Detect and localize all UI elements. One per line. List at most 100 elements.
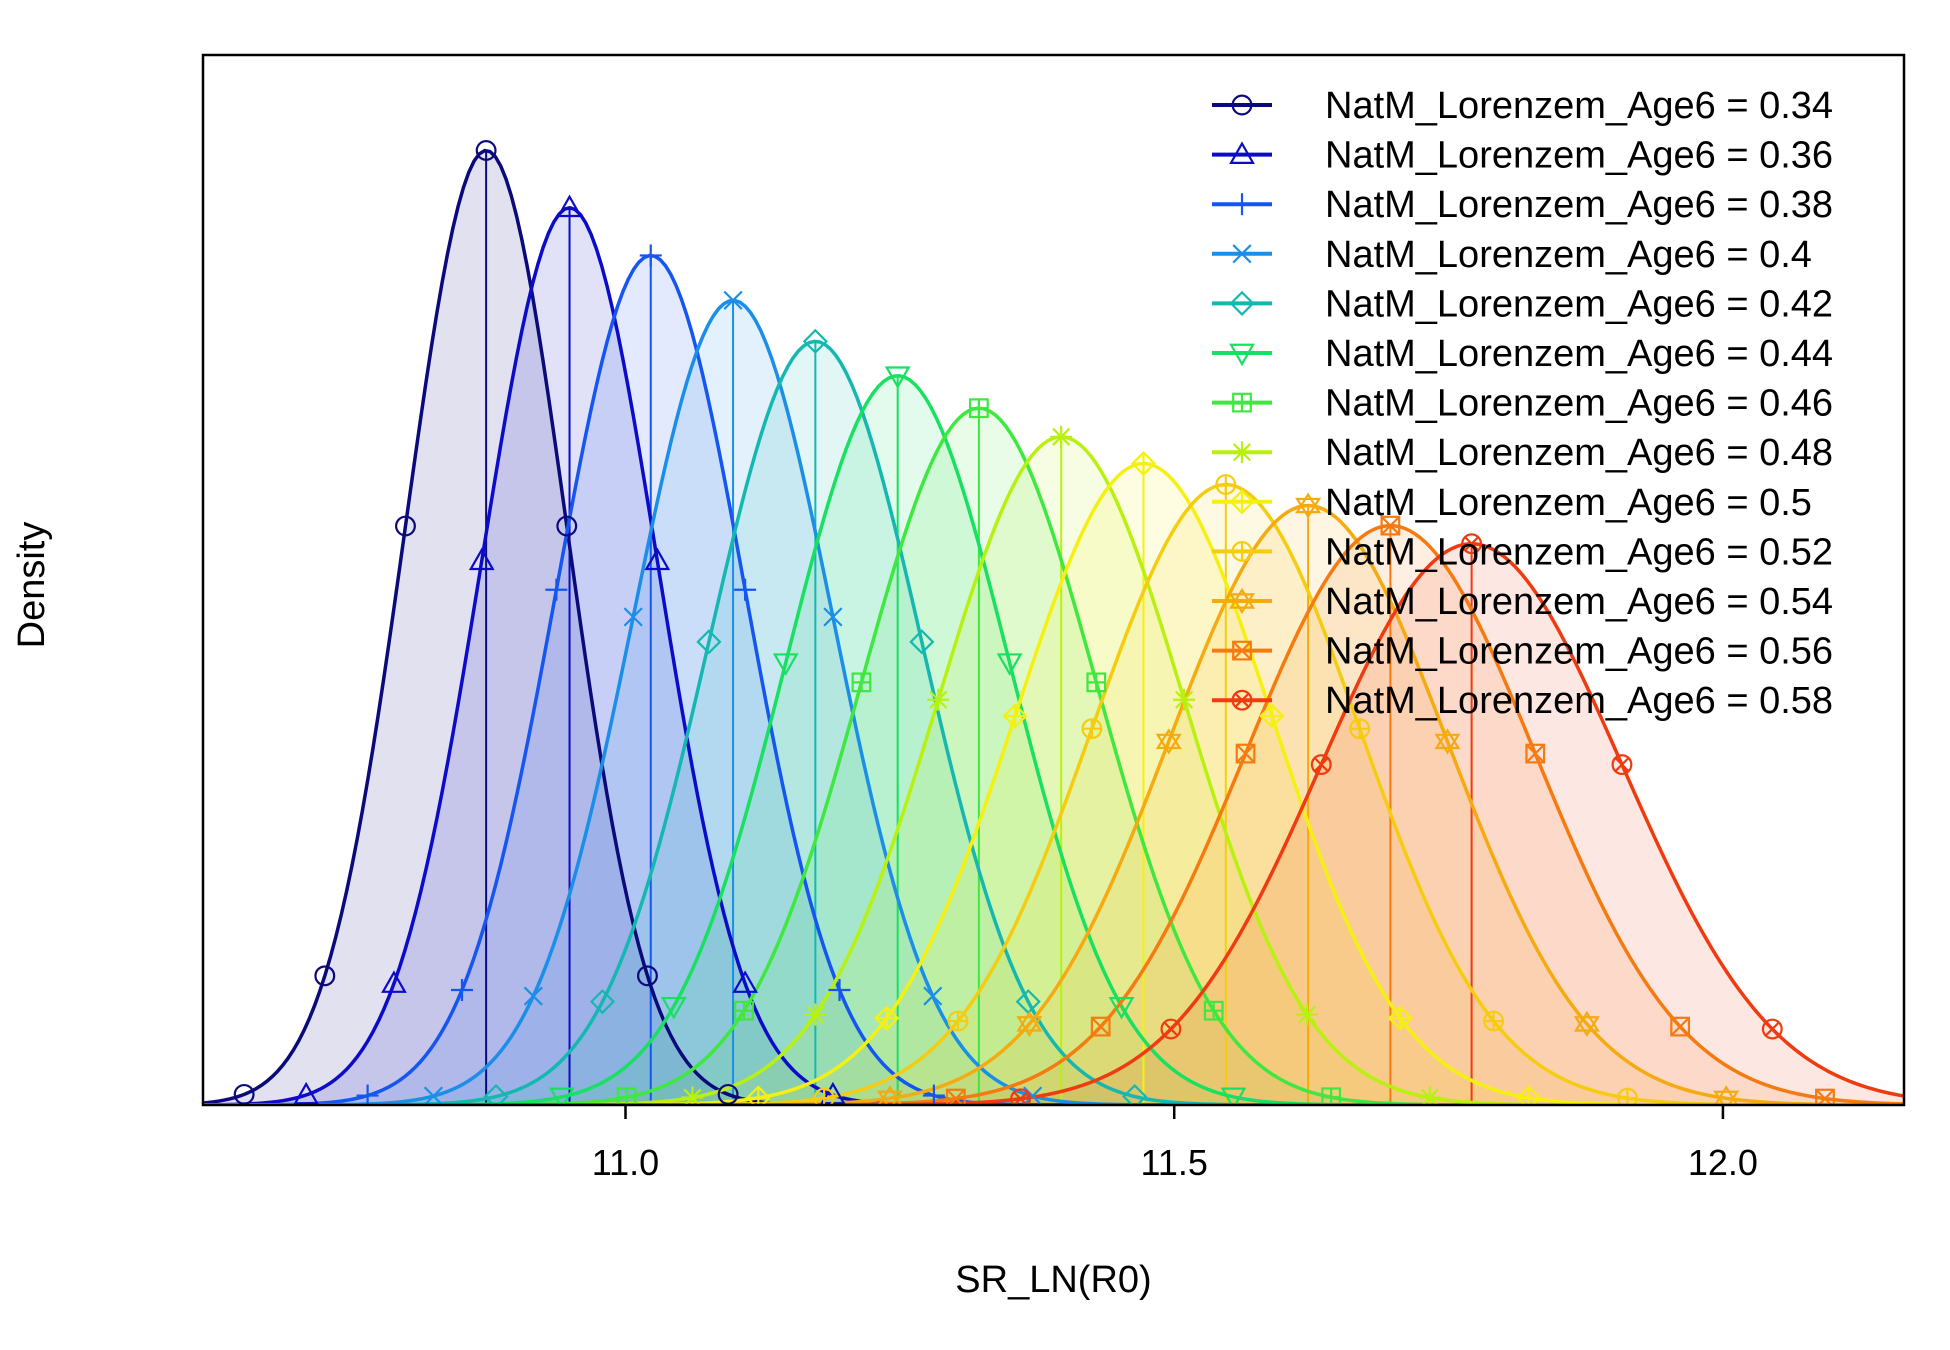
- curve-marker-10: [1434, 728, 1461, 755]
- curve-marker-6: [968, 398, 989, 419]
- curve-marker-8: [1387, 1005, 1413, 1031]
- curve-marker-8: [874, 1005, 900, 1031]
- density-curve-3: [203, 298, 1904, 1105]
- curve-marker-12: [1010, 1088, 1032, 1105]
- density-curve-11: [203, 523, 1904, 1105]
- density-fill-0: [203, 150, 1904, 1105]
- density-fill-10: [203, 505, 1904, 1105]
- curve-marker-2: [922, 1084, 945, 1105]
- curve-marker-6: [1203, 1000, 1224, 1021]
- curve-marker-7: [1173, 688, 1196, 711]
- legend-marker-11: [1232, 640, 1252, 661]
- curve-marker-5: [996, 653, 1023, 676]
- x-tick-label: 11.0: [592, 1142, 659, 1183]
- density-fill-8: [203, 463, 1904, 1105]
- legend-entry-5: NatM_Lorenzem_Age6 = 0.44: [1325, 333, 1833, 375]
- curve-marker-0: [556, 515, 578, 537]
- legend-entry-12: NatM_Lorenzem_Age6 = 0.58: [1325, 680, 1833, 722]
- density-fill-1: [203, 207, 1904, 1105]
- curve-marker-6: [851, 672, 872, 693]
- curve-marker-12: [1761, 1018, 1783, 1040]
- density-curve-12: [203, 542, 1904, 1105]
- density-fill-5: [203, 375, 1904, 1105]
- curve-marker-0: [233, 1083, 255, 1105]
- curve-marker-2: [734, 578, 757, 601]
- legend-entry-9: NatM_Lorenzem_Age6 = 0.52: [1325, 531, 1833, 573]
- curve-marker-0: [717, 1083, 739, 1105]
- x-axis: 11.0 11.5 12.0: [592, 1105, 1758, 1183]
- curve-marker-7: [927, 688, 950, 711]
- legend-marker-2: [1231, 193, 1253, 216]
- x-tick-label: 11.5: [1141, 1142, 1208, 1183]
- legend-marker-8: [1229, 489, 1255, 515]
- curve-marker-0: [475, 140, 497, 161]
- legend-entry-3: NatM_Lorenzem_Age6 = 0.4: [1325, 234, 1812, 276]
- legend-marker-10: [1229, 587, 1255, 615]
- curve-marker-8: [1130, 450, 1157, 477]
- curve-marker-1: [644, 547, 671, 571]
- curve-marker-2: [356, 1084, 379, 1105]
- curve-marker-3: [1023, 1086, 1043, 1105]
- x-axis-label: SR_LN(R0): [955, 1259, 1151, 1301]
- curve-marker-7: [1296, 1003, 1319, 1026]
- curve-marker-8: [1259, 703, 1285, 729]
- plot-frame: [201, 53, 1906, 1107]
- curve-marker-9: [1215, 474, 1237, 495]
- legend-entry-0: NatM_Lorenzem_Age6 = 0.34: [1325, 85, 1833, 127]
- legend-marker-5: [1229, 343, 1255, 367]
- curve-marker-11: [1525, 743, 1546, 764]
- density-fill-9: [203, 484, 1904, 1105]
- curve-marker-6: [1321, 1087, 1342, 1105]
- curve-marker-0: [637, 965, 658, 987]
- curve-marker-1: [556, 194, 583, 218]
- curve-marker-0: [395, 515, 416, 537]
- curve-marker-5: [660, 996, 687, 1020]
- curve-marker-3: [423, 1086, 444, 1105]
- curve-marker-5: [1108, 996, 1135, 1020]
- legend-entry-8: NatM_Lorenzem_Age6 = 0.5: [1325, 482, 1812, 524]
- curve-marker-10: [1295, 492, 1322, 519]
- curve-marker-10: [1016, 1010, 1043, 1037]
- curve-marker-12: [1611, 754, 1633, 776]
- density-fill-12: [203, 543, 1904, 1105]
- x-tick-label: 12.0: [1688, 1142, 1758, 1183]
- curve-marker-6: [616, 1087, 637, 1105]
- density-fill-2: [203, 255, 1904, 1105]
- legend-entry-6: NatM_Lorenzem_Age6 = 0.46: [1325, 383, 1833, 425]
- legend-entry-1: NatM_Lorenzem_Age6 = 0.36: [1325, 135, 1833, 177]
- curve-marker-10: [1573, 1010, 1600, 1037]
- curve-marker-11: [1235, 743, 1256, 764]
- curve-marker-8: [1002, 703, 1028, 729]
- curve-marker-12: [1160, 1018, 1182, 1040]
- curve-marker-6: [1086, 672, 1107, 693]
- curve-marker-7: [804, 1003, 827, 1026]
- curve-marker-4: [589, 989, 616, 1015]
- curve-marker-5: [1220, 1087, 1247, 1105]
- legend-marker-9: [1231, 540, 1253, 562]
- curve-marker-7: [1050, 425, 1073, 448]
- curve-marker-8: [745, 1085, 771, 1105]
- density-curve-0: [203, 148, 1904, 1105]
- curve-marker-6: [734, 1000, 754, 1021]
- curve-marker-9: [947, 1010, 969, 1032]
- legend-marker-0: [1231, 94, 1253, 116]
- density-curve-10: [203, 503, 1904, 1105]
- legend-entry-11: NatM_Lorenzem_Age6 = 0.56: [1325, 631, 1833, 673]
- curve-marker-2: [828, 979, 851, 1002]
- curve-marker-4: [802, 328, 828, 354]
- density-fill-6: [203, 408, 1904, 1105]
- curve-marker-9: [1483, 1010, 1505, 1032]
- curve-marker-2: [639, 244, 662, 267]
- curve-marker-9: [1081, 718, 1103, 740]
- curve-marker-1: [381, 970, 407, 993]
- legend-marker-1: [1229, 141, 1255, 164]
- legend-entry-2: NatM_Lorenzem_Age6 = 0.38: [1325, 184, 1833, 226]
- curve-marker-5: [884, 366, 911, 389]
- legend-entry-4: NatM_Lorenzem_Age6 = 0.42: [1325, 283, 1833, 325]
- curve-marker-2: [545, 578, 568, 601]
- curve-marker-11: [1090, 1016, 1111, 1037]
- curve-marker-4: [1122, 1083, 1148, 1105]
- curve-marker-5: [548, 1087, 575, 1105]
- legend-entry-10: NatM_Lorenzem_Age6 = 0.54: [1325, 581, 1833, 623]
